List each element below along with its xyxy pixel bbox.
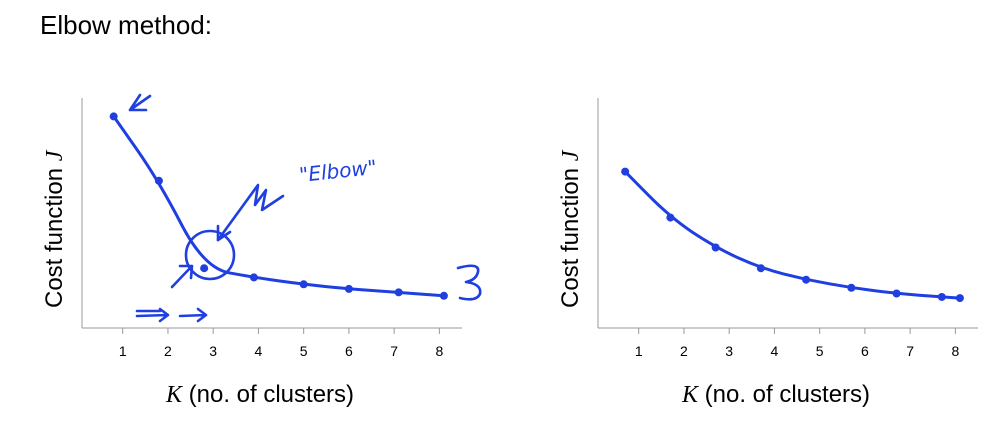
x-tick-label: 8 — [435, 343, 443, 359]
x-tick-label: 2 — [164, 343, 172, 359]
data-point — [892, 289, 901, 298]
data-point — [439, 291, 448, 300]
data-point — [154, 176, 163, 185]
x-tick-label: 3 — [209, 343, 217, 359]
arrow-start-annotation — [128, 93, 152, 112]
chart-right: 1 2 3 4 5 6 7 8 Cost function J K (no. of clust… — [557, 98, 978, 408]
y-axis-label-symbol: J — [558, 149, 584, 161]
data-point — [711, 243, 720, 252]
data-point — [394, 288, 403, 297]
x-ticks — [122, 328, 440, 334]
y-axis-label-text: Cost function — [557, 161, 584, 308]
x-ticks — [638, 328, 956, 334]
data-point — [109, 112, 118, 121]
x-tick-labels: 1 2 3 4 5 6 7 8 — [119, 343, 444, 359]
x-axis-label: K (no. of clusters) — [681, 381, 870, 408]
data-point — [249, 273, 258, 282]
arrow-right-annotation-2 — [178, 307, 208, 323]
x-tick-labels: 1 2 3 4 5 6 7 8 — [635, 343, 960, 359]
y-axis-label-text: Cost function — [41, 161, 68, 308]
x-tick-label: 5 — [816, 343, 824, 359]
data-point — [847, 283, 856, 292]
data-point — [666, 213, 675, 222]
series-line — [112, 114, 446, 298]
series-line — [623, 170, 962, 300]
x-tick-label: 1 — [119, 343, 127, 359]
y-axis-label: Cost function J — [557, 149, 584, 308]
series-points — [109, 112, 448, 300]
x-tick-label: 6 — [345, 343, 353, 359]
y-axis-label-symbol: J — [42, 149, 68, 161]
brace-annotation — [456, 264, 482, 301]
data-point — [621, 167, 630, 176]
series-points — [621, 167, 964, 303]
x-tick-label: 4 — [255, 343, 263, 359]
x-tick-label: 8 — [951, 343, 959, 359]
data-point — [200, 264, 209, 273]
data-point — [299, 280, 308, 289]
x-axis-label-text: (no. of clusters) — [182, 381, 354, 408]
data-point — [937, 292, 946, 301]
elbow-annotation: "Elbow" — [298, 155, 378, 187]
x-axis-label: K (no. of clusters) — [165, 381, 354, 408]
elbow-pointer-arrow — [216, 183, 285, 242]
x-axis-label-symbol: K — [165, 382, 184, 408]
x-tick-label: 4 — [771, 343, 779, 359]
arrow-right-annotation-1 — [135, 307, 170, 323]
elbow-circle-annotation — [184, 229, 236, 281]
x-tick-label: 7 — [390, 343, 398, 359]
x-axis-label-text: (no. of clusters) — [698, 381, 870, 408]
data-point — [756, 264, 765, 273]
x-tick-label: 5 — [300, 343, 308, 359]
x-axis-label-symbol: K — [681, 382, 700, 408]
chart-left: 1 2 3 4 5 6 7 8 Cost function J K (no. of clust… — [41, 93, 482, 408]
data-point — [344, 284, 353, 293]
elbow-pointer-head — [216, 224, 232, 242]
page-title: Elbow method: — [40, 10, 212, 40]
arrow-lower-left-annotation — [170, 264, 194, 289]
data-point — [802, 275, 811, 284]
x-tick-label: 6 — [861, 343, 869, 359]
x-tick-label: 7 — [906, 343, 914, 359]
x-tick-label: 3 — [725, 343, 733, 359]
data-point — [955, 294, 964, 303]
x-tick-label: 1 — [635, 343, 643, 359]
handwritten-annotations — [128, 93, 482, 323]
x-tick-label: 2 — [680, 343, 688, 359]
y-axis-label: Cost function J — [41, 149, 68, 308]
